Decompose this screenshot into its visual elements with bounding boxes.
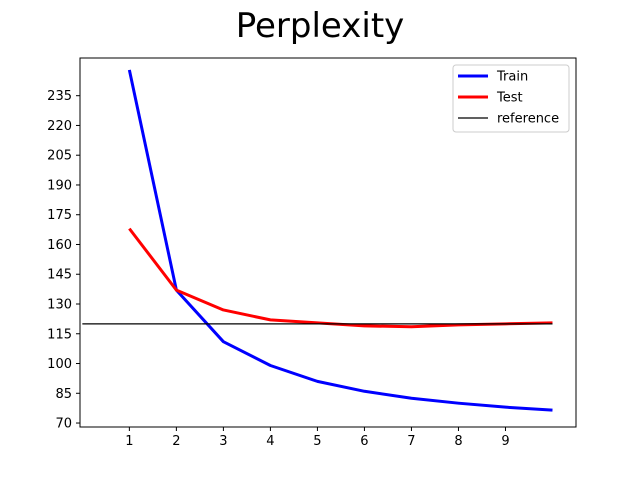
y-tick-label: 145 (47, 268, 72, 283)
x-tick-label: 9 (501, 434, 509, 449)
y-tick-label: 115 (47, 327, 72, 342)
legend-label-reference: reference (497, 112, 559, 127)
legend-label-test: Test (496, 91, 523, 106)
y-tick-label: 100 (47, 357, 72, 372)
y-tick-label: 85 (55, 387, 72, 402)
y-tick-label: 175 (47, 208, 72, 223)
chart-title: Perplexity (236, 6, 405, 46)
x-tick-label: 4 (266, 434, 274, 449)
x-tick-label: 8 (454, 434, 462, 449)
x-tick-label: 3 (219, 434, 227, 449)
x-tick-label: 7 (407, 434, 415, 449)
x-tick-label: 2 (172, 434, 180, 449)
axes-frame (79, 57, 577, 428)
x-tick-label: 6 (360, 434, 368, 449)
y-tick-label: 190 (47, 178, 72, 193)
y-tick-label: 130 (47, 298, 72, 313)
x-tick-label: 5 (313, 434, 321, 449)
series-line-test (128, 227, 553, 329)
legend: Train Test reference (452, 64, 570, 133)
plot-area: 1 2 3 4 5 6 7 8 9 70 85 100 115 130 145 160 175 190 205 220… (47, 57, 577, 449)
y-tick-label: 160 (47, 238, 72, 253)
legend-box (452, 64, 570, 133)
y-tick-label: 235 (47, 89, 72, 104)
series-line-train (127, 69, 553, 412)
y-tick-label: 205 (47, 149, 72, 164)
y-tick-label: 220 (47, 119, 72, 134)
legend-label-train: Train (496, 70, 528, 85)
y-tick-label: 70 (55, 417, 72, 432)
x-tick-label: 1 (125, 434, 133, 449)
